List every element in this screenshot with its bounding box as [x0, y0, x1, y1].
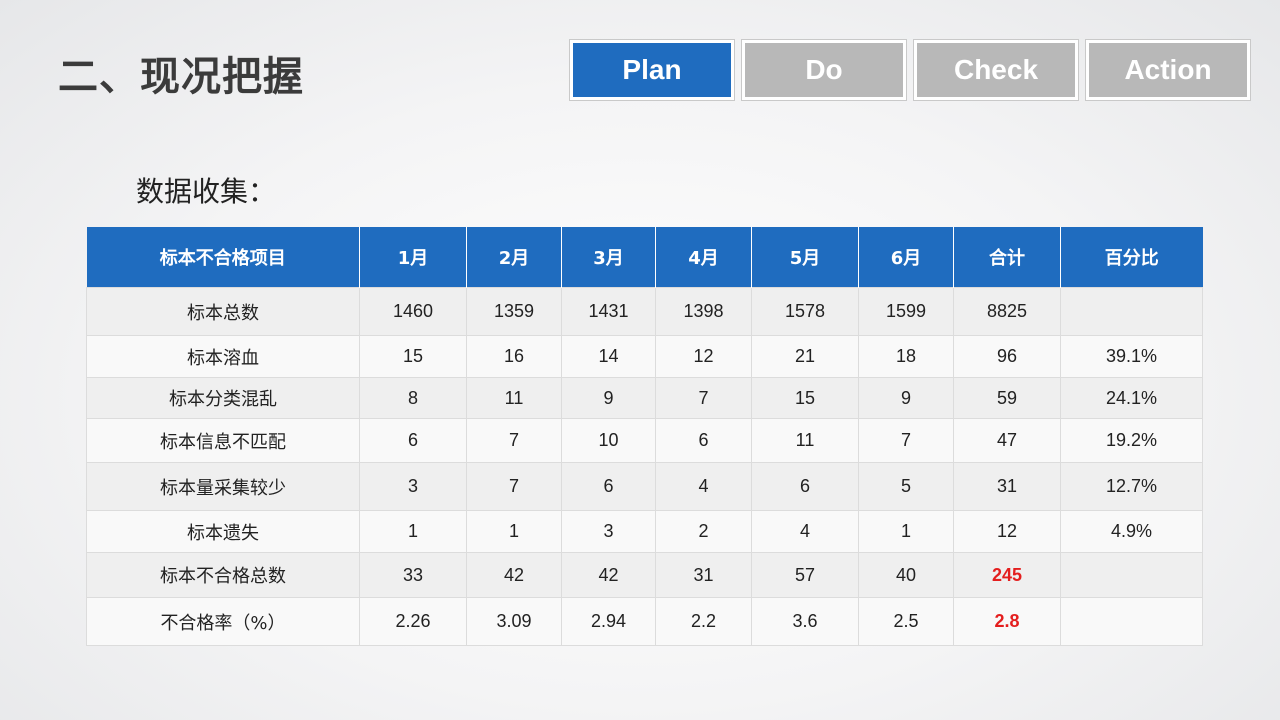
- table-cell: 15: [751, 377, 859, 419]
- table-cell: 14: [561, 335, 656, 378]
- pdca-nav: Plan Do Check Action: [569, 39, 1251, 101]
- table-cell: 6: [655, 418, 752, 463]
- table-cell: 57: [751, 552, 859, 598]
- table-cell: 96: [953, 335, 1061, 378]
- table-cell: 24.1%: [1060, 377, 1203, 419]
- table-row: 不合格率（%） 2.26 3.09 2.94 2.2 3.6 2.5 2.8: [86, 597, 1203, 646]
- row-label-cell: 标本溶血: [86, 335, 360, 378]
- table-cell: 3.6: [751, 597, 859, 646]
- column-header: 3月: [561, 227, 656, 288]
- table-cell: 31: [953, 462, 1061, 511]
- table-cell: 1599: [858, 287, 954, 336]
- table-row: 标本不合格总数 33 42 42 31 57 40 245: [86, 552, 1203, 598]
- row-label-cell: 标本量采集较少: [86, 462, 360, 511]
- table-row: 标本量采集较少 3 7 6 4 6 5 31 12.7%: [86, 462, 1203, 511]
- table-cell: 10: [561, 418, 656, 463]
- table-cell: 5: [858, 462, 954, 511]
- table-cell: 2.2: [655, 597, 752, 646]
- row-label-cell: 标本分类混乱: [86, 377, 360, 419]
- table-cell: [1060, 597, 1203, 646]
- table-header-row: 标本不合格项目 1月 2月 3月 4月 5月 6月 合计 百分比: [86, 227, 1203, 288]
- table-cell: [1060, 552, 1203, 598]
- column-header: 1月: [359, 227, 467, 288]
- row-label-cell: 标本信息不匹配: [86, 418, 360, 463]
- table-cell: [1060, 287, 1203, 336]
- table-cell: 16: [466, 335, 562, 378]
- data-table: 标本不合格项目 1月 2月 3月 4月 5月 6月 合计 百分比 标本总数 146…: [86, 227, 1203, 646]
- table-cell: 7: [858, 418, 954, 463]
- table-cell: 2.5: [858, 597, 954, 646]
- table-cell: 1: [466, 510, 562, 553]
- pdca-do-button[interactable]: Do: [741, 39, 907, 101]
- page-title: 二、现况把握: [58, 54, 304, 100]
- pdca-check-button[interactable]: Check: [913, 39, 1079, 101]
- table-cell: 31: [655, 552, 752, 598]
- table-cell: 21: [751, 335, 859, 378]
- table-cell: 4: [655, 462, 752, 511]
- table-cell: 59: [953, 377, 1061, 419]
- table-cell: 6: [751, 462, 859, 511]
- column-header: 2月: [466, 227, 562, 288]
- column-header: 6月: [858, 227, 954, 288]
- table-cell: 1: [359, 510, 467, 553]
- table-cell: 42: [561, 552, 656, 598]
- column-header: 4月: [655, 227, 752, 288]
- table-cell: 7: [466, 418, 562, 463]
- row-label-cell: 标本不合格总数: [86, 552, 360, 598]
- table-cell: 15: [359, 335, 467, 378]
- table-cell: 11: [751, 418, 859, 463]
- table-cell: 18: [858, 335, 954, 378]
- row-label-cell: 标本总数: [86, 287, 360, 336]
- table-cell: 1: [858, 510, 954, 553]
- table-cell: 12.7%: [1060, 462, 1203, 511]
- table-cell: 7: [655, 377, 752, 419]
- table-cell: 3: [561, 510, 656, 553]
- table-cell: 2: [655, 510, 752, 553]
- row-label-cell: 不合格率（%）: [86, 597, 360, 646]
- table-cell: 1431: [561, 287, 656, 336]
- column-header: 标本不合格项目: [86, 227, 360, 288]
- table-cell: 33: [359, 552, 467, 598]
- table-cell: 1578: [751, 287, 859, 336]
- row-label-cell: 标本遗失: [86, 510, 360, 553]
- table-cell: 39.1%: [1060, 335, 1203, 378]
- section-subtitle: 数据收集：: [136, 175, 277, 208]
- table-cell: 8825: [953, 287, 1061, 336]
- table-cell: 42: [466, 552, 562, 598]
- table-cell: 8: [359, 377, 467, 419]
- table-row: 标本溶血 15 16 14 12 21 18 96 39.1%: [86, 335, 1203, 378]
- table-cell: 1398: [655, 287, 752, 336]
- table-cell: 1460: [359, 287, 467, 336]
- table-cell: 19.2%: [1060, 418, 1203, 463]
- table-row: 标本信息不匹配 6 7 10 6 11 7 47 19.2%: [86, 418, 1203, 463]
- table-cell: 6: [561, 462, 656, 511]
- column-header: 百分比: [1060, 227, 1203, 288]
- table-cell: 1359: [466, 287, 562, 336]
- table-cell: 2.8: [953, 597, 1061, 646]
- table-cell: 7: [466, 462, 562, 511]
- pdca-action-button[interactable]: Action: [1085, 39, 1251, 101]
- table-cell: 4.9%: [1060, 510, 1203, 553]
- table-cell: 3.09: [466, 597, 562, 646]
- table-cell: 6: [359, 418, 467, 463]
- table-cell: 9: [858, 377, 954, 419]
- table-cell: 2.94: [561, 597, 656, 646]
- table-cell: 12: [655, 335, 752, 378]
- table-cell: 4: [751, 510, 859, 553]
- table-cell: 245: [953, 552, 1061, 598]
- pdca-plan-button[interactable]: Plan: [569, 39, 735, 101]
- table-row: 标本分类混乱 8 11 9 7 15 9 59 24.1%: [86, 377, 1203, 419]
- table-cell: 2.26: [359, 597, 467, 646]
- table-cell: 40: [858, 552, 954, 598]
- column-header: 合计: [953, 227, 1061, 288]
- table-cell: 12: [953, 510, 1061, 553]
- column-header: 5月: [751, 227, 859, 288]
- table-row: 标本遗失 1 1 3 2 4 1 12 4.9%: [86, 510, 1203, 553]
- table-row: 标本总数 1460 1359 1431 1398 1578 1599 8825: [86, 287, 1203, 336]
- table-cell: 11: [466, 377, 562, 419]
- table-cell: 9: [561, 377, 656, 419]
- table-cell: 3: [359, 462, 467, 511]
- table-cell: 47: [953, 418, 1061, 463]
